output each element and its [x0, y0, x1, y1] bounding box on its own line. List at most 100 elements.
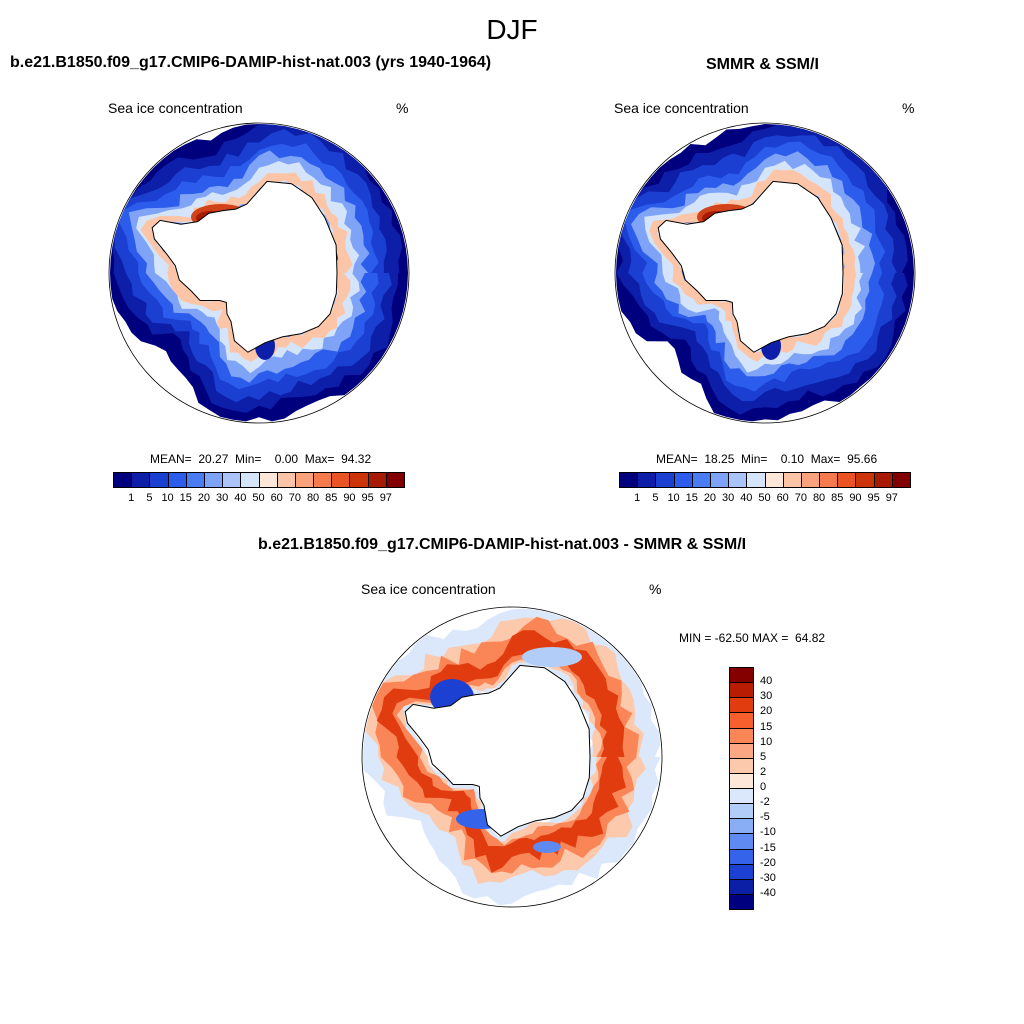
- panel-1-colorbar-ticks: 1 5 10 15 20 30 40 50 60 70 80 85 90 95 97: [113, 492, 404, 506]
- colorbar-swatch: [673, 472, 693, 488]
- panel-3-map: [361, 606, 663, 908]
- colorbar-swatch: [729, 788, 754, 805]
- colorbar-swatch: [729, 893, 754, 910]
- antarctica-landmass: [657, 180, 844, 353]
- colorbar-tick-label: 15: [179, 492, 192, 504]
- antarctica-landmass: [404, 664, 591, 837]
- colorbar-tick-label: 5: [146, 492, 153, 504]
- colorbar-swatch: [655, 472, 675, 488]
- colorbar-tick-label: 15: [685, 492, 698, 504]
- colorbar-tick-label: 1: [634, 492, 641, 504]
- colorbar-tick-label: 85: [325, 492, 338, 504]
- map-boundary-circle: [614, 122, 916, 424]
- colorbar-tick-label: 5: [652, 492, 659, 504]
- colorbar-swatch: [729, 667, 754, 684]
- colorbar-swatch: [258, 472, 278, 488]
- panel-3-colorbar-ticks: 40 30 20 15 10 5 2 0 -2 -5 -10 -15 -20 -30 -40: [760, 667, 800, 909]
- colorbar-tick-label: 97: [885, 492, 898, 504]
- panel-2-unit-label: %: [902, 100, 915, 116]
- colorbar-swatch: [167, 472, 187, 488]
- panel-2-title: SMMR & SSM/I: [706, 56, 819, 73]
- colorbar-tick-label: 60: [270, 492, 283, 504]
- map-field: [363, 608, 661, 906]
- colorbar-swatch: [728, 472, 748, 488]
- colorbar-tick-label: 40: [760, 675, 773, 688]
- panel-1-variable-label: Sea ice concentration: [108, 100, 243, 116]
- negative-difference-patch: [522, 647, 582, 667]
- colorbar-swatch: [729, 682, 754, 699]
- colorbar-swatch: [113, 472, 133, 488]
- figure-title: DJF: [486, 14, 538, 45]
- negative-difference-patch: [533, 841, 561, 853]
- colorbar-tick-label: -5: [760, 811, 770, 824]
- colorbar-tick-label: 70: [288, 492, 301, 504]
- panel-3-colorbar: [729, 667, 754, 910]
- antarctica-landmass: [151, 180, 338, 353]
- colorbar-swatch: [729, 848, 754, 865]
- colorbar-swatch: [819, 472, 839, 488]
- colorbar-swatch: [222, 472, 242, 488]
- map-field: [616, 124, 914, 422]
- colorbar-tick-label: 40: [740, 492, 753, 504]
- colorbar-swatch: [729, 878, 754, 895]
- colorbar-tick-label: 90: [343, 492, 356, 504]
- colorbar-swatch: [294, 472, 315, 488]
- panel-1-unit-label: %: [396, 100, 409, 116]
- colorbar-tick-label: 70: [794, 492, 807, 504]
- colorbar-tick-label: 95: [867, 492, 880, 504]
- colorbar-tick-label: -15: [760, 841, 776, 854]
- colorbar-swatch: [131, 472, 151, 488]
- colorbar-tick-label: 30: [216, 492, 229, 504]
- colorbar-swatch: [637, 472, 657, 488]
- colorbar-swatch: [729, 803, 754, 820]
- colorbar-tick-label: 80: [306, 492, 320, 504]
- colorbar-swatch: [729, 833, 754, 850]
- panel-1-stats: MEAN= 20.27 Min= 0.00 Max= 94.32: [150, 452, 372, 466]
- panel-3-unit-label: %: [649, 581, 662, 597]
- colorbar-swatch: [691, 472, 711, 488]
- colorbar-tick-label: 0: [760, 781, 767, 793]
- colorbar-swatch: [855, 472, 875, 488]
- map-field: [110, 124, 408, 422]
- colorbar-tick-label: 20: [197, 492, 211, 504]
- panel-2-colorbar-ticks: 1 5 10 15 20 30 40 50 60 70 80 85 90 95 97: [619, 492, 910, 506]
- colorbar-swatch: [349, 472, 369, 488]
- colorbar-tick-label: 1: [128, 492, 135, 504]
- colorbar-tick-label: 50: [758, 492, 771, 504]
- colorbar-tick-label: 60: [776, 492, 789, 504]
- colorbar-swatch: [764, 472, 784, 488]
- colorbar-tick-label: 20: [760, 705, 773, 718]
- colorbar-swatch: [203, 472, 224, 488]
- colorbar-swatch: [729, 697, 754, 714]
- colorbar-swatch: [837, 472, 857, 488]
- colorbar-tick-label: -10: [760, 826, 776, 839]
- colorbar-tick-label: -20: [760, 856, 776, 869]
- map-boundary-circle: [108, 122, 410, 424]
- colorbar-tick-label: 95: [361, 492, 374, 504]
- colorbar-swatch: [367, 472, 387, 488]
- colorbar-swatch: [729, 772, 754, 789]
- panel-3-title: b.e21.B1850.f09_g17.CMIP6-DAMIP-hist-nat…: [258, 536, 747, 553]
- colorbar-tick-label: 2: [760, 765, 767, 778]
- colorbar-tick-label: 50: [252, 492, 265, 504]
- panel-2-variable-label: Sea ice concentration: [614, 100, 749, 116]
- colorbar-tick-label: -40: [760, 886, 776, 899]
- colorbar-swatch: [729, 742, 754, 759]
- colorbar-tick-label: 40: [234, 492, 247, 504]
- colorbar-tick-label: 10: [760, 735, 773, 748]
- colorbar-swatch: [709, 472, 730, 488]
- colorbar-swatch: [746, 472, 766, 488]
- colorbar-swatch: [729, 818, 754, 835]
- colorbar-swatch: [185, 472, 205, 488]
- colorbar-swatch: [873, 472, 893, 488]
- colorbar-tick-label: 80: [812, 492, 826, 504]
- colorbar-tick-label: -2: [760, 796, 770, 809]
- colorbar-swatch: [331, 472, 351, 488]
- panel-1-title: b.e21.B1850.f09_g17.CMIP6-DAMIP-hist-nat…: [10, 54, 492, 71]
- colorbar-swatch: [729, 712, 754, 729]
- colorbar-swatch: [240, 472, 260, 488]
- panel-3-variable-label: Sea ice concentration: [361, 581, 496, 597]
- colorbar-swatch: [619, 472, 639, 488]
- colorbar-swatch: [313, 472, 333, 488]
- colorbar-swatch: [729, 727, 754, 744]
